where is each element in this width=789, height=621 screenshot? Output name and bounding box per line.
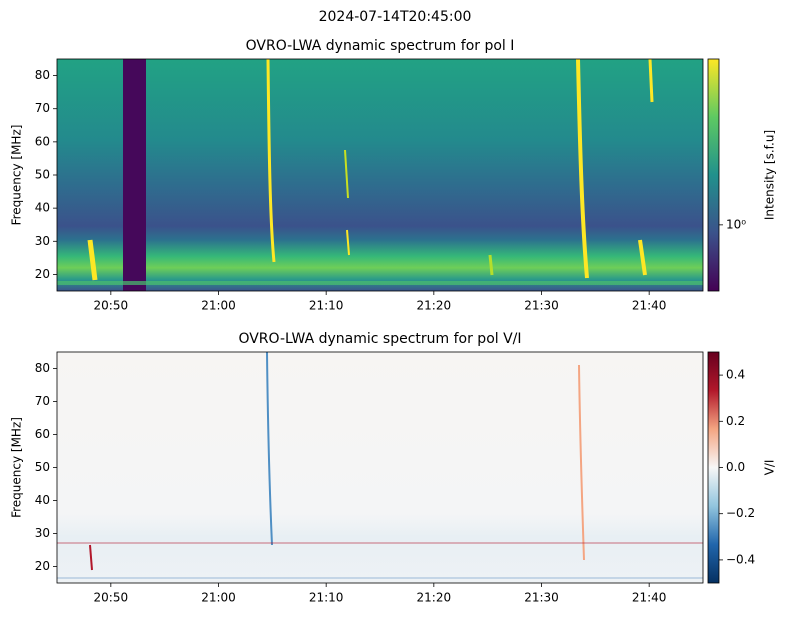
colorbar-tick-label: 0.2 — [726, 414, 745, 428]
colorbar-label: Intensity [s.f.u] — [763, 130, 777, 220]
y-tick-label: 30 — [35, 234, 50, 248]
x-tick-label: 21:40 — [632, 299, 667, 313]
y-tick-label: 20 — [35, 559, 50, 573]
y-axis-label: Frequency [MHz] — [10, 125, 24, 226]
chart-title: OVRO-LWA dynamic spectrum for pol V/I — [238, 331, 521, 347]
y-tick-label: 50 — [35, 168, 50, 182]
colorbar-tick-label: −0.2 — [726, 506, 755, 520]
x-tick-label: 21:00 — [201, 299, 236, 313]
x-tick-label: 21:10 — [309, 299, 344, 313]
colorbar — [707, 58, 720, 292]
y-tick-label: 60 — [35, 427, 50, 441]
x-tick-label: 21:20 — [417, 299, 452, 313]
colorbar-tick-label: 10⁰ — [726, 217, 746, 231]
y-tick-label: 70 — [35, 394, 50, 408]
spectrum-image — [57, 351, 703, 583]
y-tick-label: 40 — [35, 493, 50, 507]
suptitle: 2024-07-14T20:45:00 — [319, 9, 472, 25]
colorbar-tick-label: 0.4 — [726, 368, 745, 382]
x-tick-label: 21:10 — [309, 591, 344, 605]
y-tick-label: 50 — [35, 460, 50, 474]
y-axis-label: Frequency [MHz] — [10, 417, 24, 518]
colorbar-tick-label: 0.0 — [726, 460, 745, 474]
chart-title: OVRO-LWA dynamic spectrum for pol I — [246, 38, 515, 54]
x-tick-label: 21:30 — [524, 591, 559, 605]
x-tick-label: 21:20 — [417, 591, 452, 605]
y-tick-label: 70 — [35, 101, 50, 115]
x-tick-label: 21:00 — [201, 591, 236, 605]
x-tick-label: 21:40 — [632, 591, 667, 605]
y-tick-label: 30 — [35, 526, 50, 540]
y-tick-label: 60 — [35, 134, 50, 148]
x-tick-label: 21:30 — [524, 299, 559, 313]
colorbar-tick-label: −0.4 — [726, 552, 755, 566]
x-tick-label: 20:50 — [94, 591, 129, 605]
colorbar-label: V/I — [763, 460, 777, 476]
y-tick-label: 40 — [35, 201, 50, 215]
colorbar — [707, 351, 720, 584]
y-tick-label: 80 — [35, 68, 50, 82]
spectrum-image — [57, 58, 703, 291]
x-tick-label: 20:50 — [94, 299, 129, 313]
y-tick-label: 20 — [35, 267, 50, 281]
y-tick-label: 80 — [35, 361, 50, 375]
